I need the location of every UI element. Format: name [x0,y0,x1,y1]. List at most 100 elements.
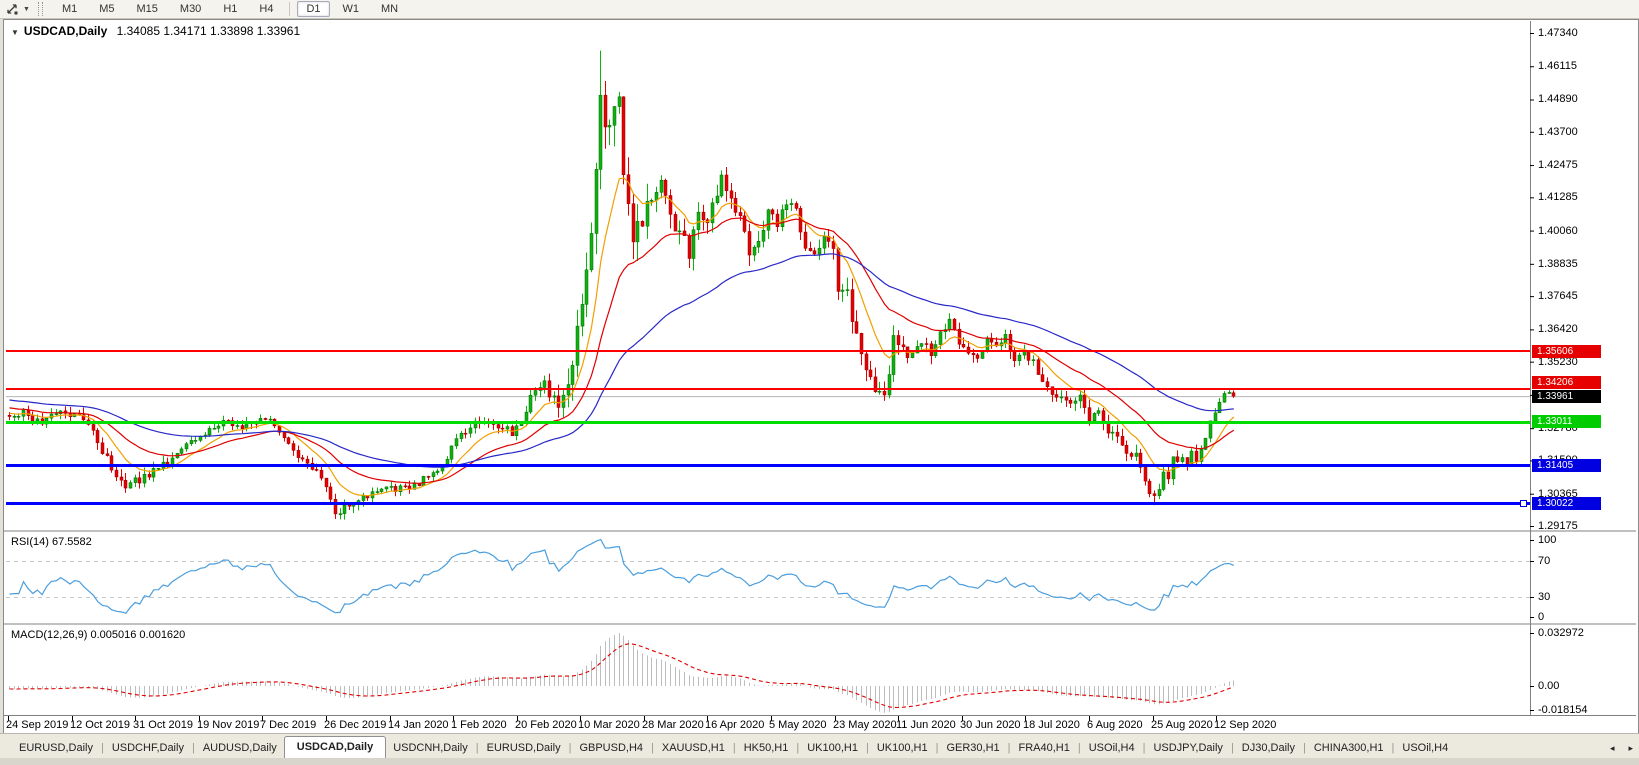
chart-cursor-tool[interactable]: ▼ [4,1,30,17]
date-axis-label: 18 Jul 2020 [1023,719,1080,731]
timeframe-button-m15[interactable]: M15 [136,3,158,15]
timeframe-button-w1[interactable]: W1 [342,3,360,15]
date-axis-label: 12 Oct 2019 [70,719,130,731]
rsi-axis-label-100: 100 [1538,534,1557,546]
macd-axis-label: 0.00 [1538,680,1560,692]
tab-separator: | [1007,742,1011,754]
chart-tab-hk50-h1[interactable]: HK50,H1 [743,742,789,754]
date-axis-label: 1 Feb 2020 [451,719,507,731]
chart-ohlc-values: 1.34085 1.34171 1.33898 1.33961 [116,24,301,38]
chart-tab-uk100-h1[interactable]: UK100,H1 [807,742,858,754]
rsi-axis-label-0: 0 [1538,611,1545,623]
chart-tab-audusd-daily[interactable]: AUDUSD,Daily [202,742,277,754]
tab-separator: | [475,742,479,754]
date-axis-label: 16 Apr 2020 [705,719,765,731]
timeframe-button-d1[interactable]: D1 [297,1,330,17]
date-axis-label: 25 Aug 2020 [1151,719,1213,731]
toolbar-separator [289,2,291,16]
chart-tab-dj30-daily[interactable]: DJ30,Daily [1241,742,1295,754]
tab-separator: | [100,742,104,754]
price-level-badge-1.30022: 1.30022 [1532,497,1601,510]
chart-tab-eurusd-daily[interactable]: EURUSD,Daily [486,742,561,754]
hline-drag-handle[interactable] [1520,500,1527,507]
collapse-caret-icon: ▼ [11,28,19,37]
chevron-down-icon: ▼ [23,5,30,13]
tab-separator: | [1142,742,1146,754]
timeframe-button-m5[interactable]: M5 [99,3,115,15]
date-axis-label: 10 Mar 2020 [578,719,640,731]
rsi-indicator-label: RSI(14) 67.5582 [11,536,92,548]
tab-separator: | [651,742,654,754]
date-axis-label: 24 Sep 2019 [6,719,69,731]
date-axis-label: 7 Dec 2019 [260,719,317,731]
price-axis-tick-label: 1.40060 [1538,225,1578,237]
price-axis-tick-label: 1.47340 [1538,27,1578,39]
price-level-badge-1.34206: 1.34206 [1532,376,1601,389]
chart-tab-bar: EURUSD,Daily | USDCHF,Daily | AUDUSD,Daily US… [0,733,1639,759]
chart-cursor-icon [7,4,18,15]
date-axis-label: 6 Aug 2020 [1087,719,1143,731]
tab-separator: | [865,742,869,754]
chart-window[interactable] [3,19,1639,734]
date-axis-label: 12 Sep 2020 [1214,719,1277,731]
tab-separator: | [796,742,800,754]
price-axis-tick-label: 1.42475 [1538,159,1578,171]
date-axis-label: 31 Oct 2019 [133,719,193,731]
date-axis-label: 30 Jun 2020 [960,719,1021,731]
timeframe-button-m30[interactable]: M30 [179,3,202,15]
timeframe-button-m1[interactable]: M1 [61,3,78,15]
chart-symbol-label: USDCAD,Daily [23,24,108,38]
price-level-badge-1.31405: 1.31405 [1532,459,1601,472]
tab-separator: | [1077,742,1081,754]
price-axis-tick-label: 1.46115 [1538,60,1577,72]
timeframe-button-mn[interactable]: MN [381,3,399,15]
date-axis-label: 11 Jun 2020 [896,719,956,731]
chart-tab-usoil-h4[interactable]: USOil,H4 [1088,742,1135,754]
chart-tab-usdcnh-daily[interactable]: USDCNH,Daily [393,742,468,754]
chart-tab-xauusd-h1[interactable]: XAUUSD,H1 [661,742,725,754]
tab-separator: | [191,742,195,754]
macd-indicator-label: MACD(12,26,9) 0.005016 0.001620 [11,629,186,641]
date-axis-label: 19 Nov 2019 [197,719,260,731]
chart-tab-eurusd-daily[interactable]: EURUSD,Daily [19,742,93,754]
status-strip [0,758,1639,765]
rsi-axis-label-30: 30 [1538,591,1551,603]
date-axis-label: 14 Jan 2020 [388,719,449,731]
price-axis-tick-label: 1.35230 [1538,356,1578,368]
tab-separator: | [1391,742,1395,754]
date-axis-label: 20 Feb 2020 [515,719,577,731]
price-axis-tick-label: 1.29175 [1538,520,1578,532]
chart-tab-usdjpy-daily[interactable]: USDJPY,Daily [1153,742,1223,754]
rsi-axis-label-70: 70 [1538,555,1551,567]
chart-tab-usoil-h4[interactable]: USOil,H4 [1402,742,1449,754]
tab-separator: | [1302,742,1306,754]
price-level-badge-1.35606: 1.35606 [1532,345,1601,358]
chart-tab-fra40-h1[interactable]: FRA40,H1 [1018,742,1070,754]
price-axis-tick-label: 1.36420 [1538,323,1578,335]
chart-tab-usdcad-daily-active[interactable]: USDCAD,Daily [283,736,387,759]
chart-tab-china300-h1[interactable]: CHINA300,H1 [1313,742,1384,754]
chart-ohlc-title: ▼ USDCAD,Daily 1.34085 1.34171 1.33898 1.… [11,24,300,38]
tab-scroll-left-icon[interactable]: ◂ [1609,743,1615,753]
timeframe-button-h1[interactable]: H1 [223,3,238,15]
macd-axis-label: 0.032972 [1538,627,1584,639]
chart-tab-gbpusd-h4[interactable]: GBPUSD,H4 [579,742,644,754]
tab-separator: | [732,742,736,754]
chart-tab-usdchf-daily[interactable]: USDCHF,Daily [111,742,184,754]
price-axis-tick-label: 1.37645 [1538,290,1578,302]
timeframe-toolbar: ▼ M1 M5 M15 M30 H1 H4 D1 W1 MN [0,0,1639,19]
date-axis-label: 23 May 2020 [833,719,897,731]
price-axis-tick-label: 1.38835 [1538,258,1578,270]
date-axis-label: 28 Mar 2020 [642,719,704,731]
price-level-badge-1.33011: 1.33011 [1532,415,1601,428]
tab-separator: | [935,742,939,754]
chart-tab-uk100-h1[interactable]: UK100,H1 [876,742,928,754]
tab-separator: | [568,742,572,754]
timeframe-button-h4[interactable]: H4 [259,3,274,15]
tab-separator: | [1230,742,1234,754]
date-axis-label: 26 Dec 2019 [324,719,387,731]
toolbar-grip [37,2,43,16]
tab-scroll-right-icon[interactable]: ▸ [1628,743,1633,753]
chart-tab-ger30-h1[interactable]: GER30,H1 [946,742,1000,754]
